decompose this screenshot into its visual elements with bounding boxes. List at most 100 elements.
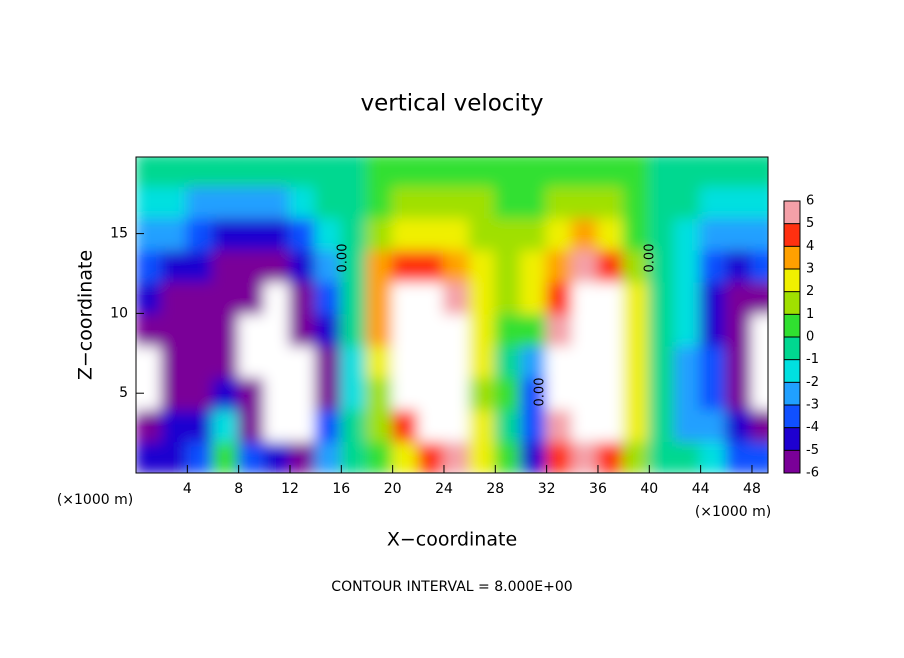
cell: [725, 157, 753, 187]
colorbar-tick-label: 0: [806, 330, 814, 345]
cell: [288, 248, 317, 283]
cell: [391, 184, 420, 219]
cell: [571, 344, 599, 379]
cell: [648, 216, 676, 251]
colorbar-band: [784, 337, 800, 360]
cell: [545, 376, 574, 411]
cell: [186, 408, 214, 443]
x-tick-label: 20: [384, 481, 402, 497]
cell: [673, 157, 702, 187]
cell: [596, 376, 625, 411]
cell: [699, 157, 728, 187]
cell: [750, 216, 768, 251]
cell: [519, 440, 548, 473]
x-tick-label: 32: [538, 481, 556, 497]
cell: [340, 344, 368, 379]
cell: [750, 344, 768, 379]
cell: [391, 157, 420, 187]
cell: [519, 408, 548, 443]
cell: [494, 216, 522, 251]
cell: [340, 248, 368, 283]
cell: [596, 184, 625, 219]
cell: [571, 440, 599, 473]
cell: [186, 248, 214, 283]
cell: [288, 376, 317, 411]
cell: [442, 248, 471, 283]
cell: [725, 440, 753, 473]
cell: [314, 248, 343, 283]
cell: [699, 312, 728, 347]
cell: [571, 216, 599, 251]
cell: [519, 376, 548, 411]
cell: [442, 312, 471, 347]
cell: [750, 312, 768, 347]
cell: [622, 248, 651, 283]
colorbar-band: [784, 291, 800, 315]
colorbar-tick-label: 6: [806, 194, 814, 209]
cell: [648, 280, 676, 315]
cell: [417, 344, 445, 379]
cell: [699, 376, 728, 411]
cell: [442, 376, 471, 411]
cell: [699, 440, 728, 473]
cell: [596, 216, 625, 251]
cells: [136, 157, 768, 473]
cell: [263, 280, 291, 315]
contour-label: 0.00: [643, 244, 658, 273]
cell: [571, 184, 599, 219]
cell: [314, 440, 343, 473]
cell: [160, 280, 189, 315]
cell: [391, 440, 420, 473]
cell: [160, 248, 189, 283]
cell: [160, 344, 189, 379]
cell: [340, 312, 368, 347]
cell: [699, 408, 728, 443]
cell: [186, 184, 214, 219]
cell: [673, 440, 702, 473]
cell: [237, 312, 266, 347]
cell: [417, 376, 445, 411]
cell: [648, 440, 676, 473]
cell: [494, 280, 522, 315]
cell: [545, 408, 574, 443]
cell: [237, 248, 266, 283]
cell: [314, 280, 343, 315]
cell: [648, 248, 676, 283]
contour-label: 0.00: [533, 378, 548, 407]
cell: [211, 216, 240, 251]
cell: [494, 248, 522, 283]
cell: [725, 376, 753, 411]
cell: [211, 312, 240, 347]
colorbar-band: [784, 246, 800, 269]
colorbar-band: [784, 359, 800, 383]
cell: [494, 184, 522, 219]
cell: [648, 344, 676, 379]
cell: [391, 216, 420, 251]
cell: [136, 157, 163, 187]
colorbar-band: [784, 223, 800, 247]
cell: [391, 376, 420, 411]
cell: [545, 248, 574, 283]
x-tick-label: 44: [692, 481, 710, 497]
cell: [211, 248, 240, 283]
cell: [725, 280, 753, 315]
cell: [545, 216, 574, 251]
cell: [263, 344, 291, 379]
cell: [391, 280, 420, 315]
cell: [160, 216, 189, 251]
cell: [288, 312, 317, 347]
cell: [545, 280, 574, 315]
cell: [136, 408, 163, 443]
cell: [391, 344, 420, 379]
cell: [417, 216, 445, 251]
cell: [622, 344, 651, 379]
x-unit: (×1000 m): [57, 492, 133, 508]
cell: [622, 440, 651, 473]
cell: [622, 312, 651, 347]
cell: [186, 157, 214, 187]
cell: [750, 157, 768, 187]
cell: [288, 440, 317, 473]
cell: [237, 344, 266, 379]
chart-title: vertical velocity: [361, 91, 544, 117]
cell: [186, 312, 214, 347]
